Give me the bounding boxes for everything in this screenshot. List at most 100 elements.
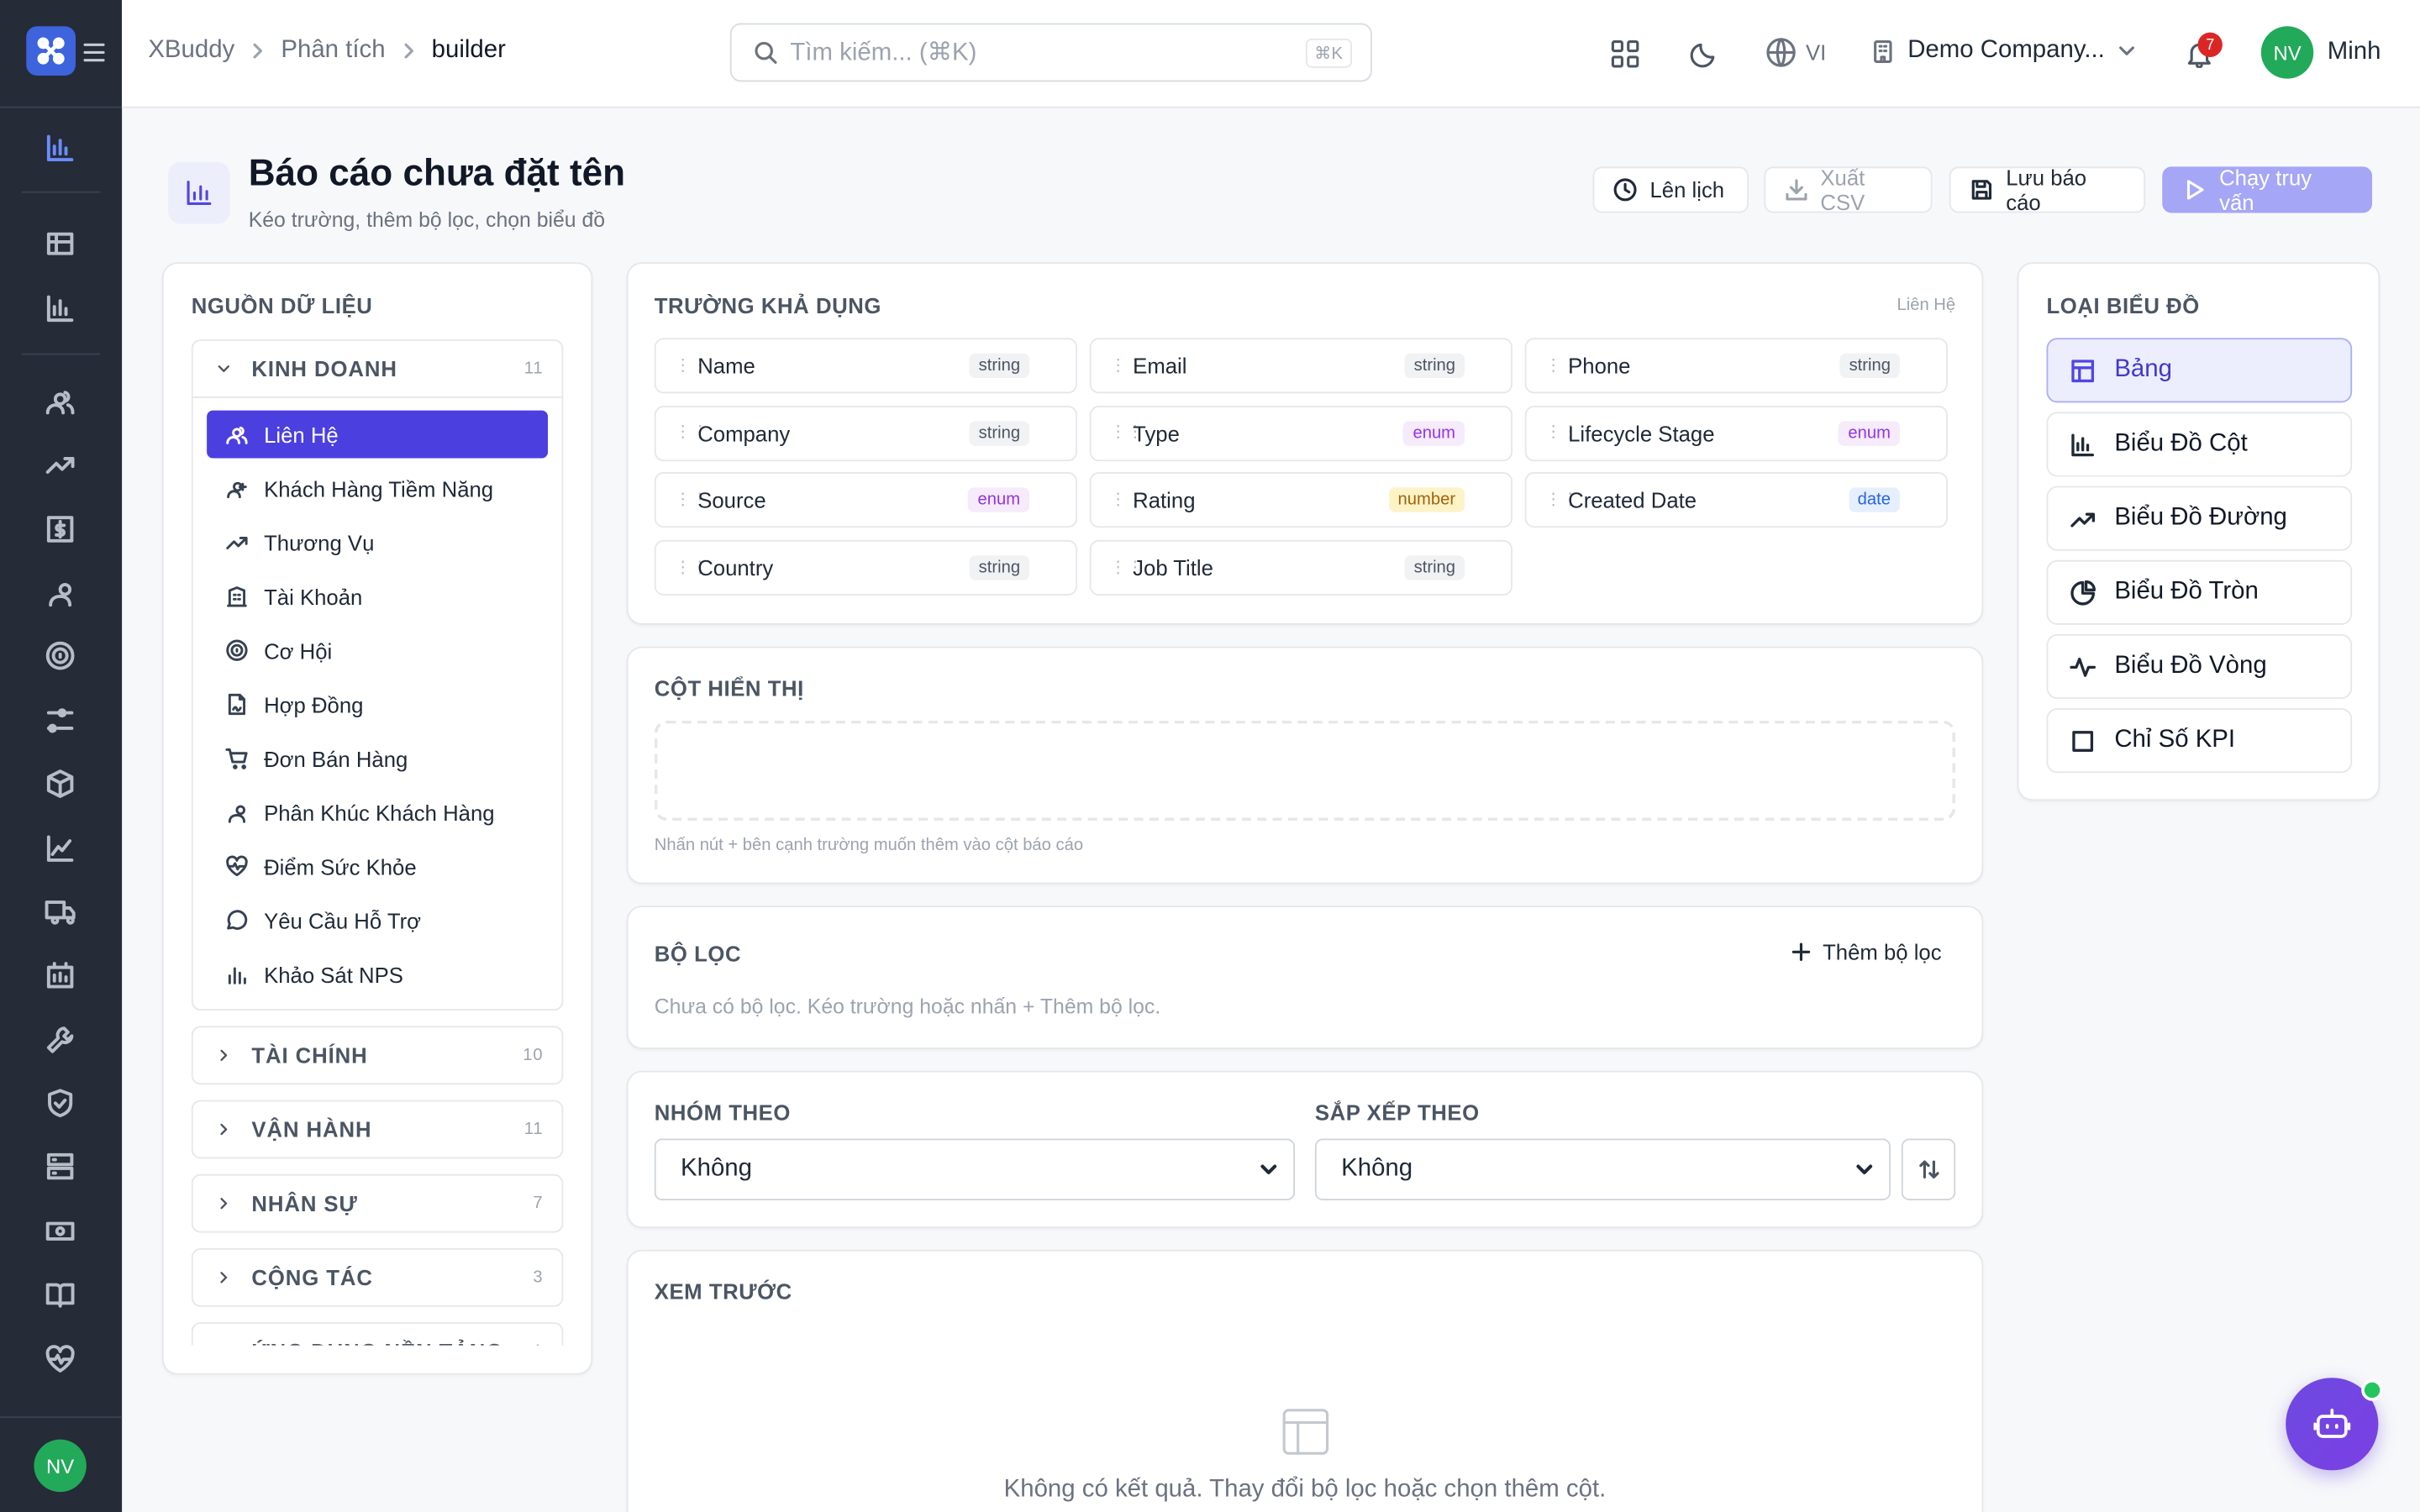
group-header[interactable]: TÀI CHÍNH 10 bbox=[193, 1027, 562, 1083]
save-report-button[interactable]: Lưu báo cáo bbox=[1949, 165, 2146, 215]
group-header[interactable]: CỘNG TÁC 3 bbox=[193, 1250, 562, 1305]
sidebar-nav-item[interactable] bbox=[45, 1279, 76, 1310]
icon bbox=[227, 910, 248, 930]
source-group: VẬN HÀNH 11 bbox=[191, 1100, 564, 1159]
sidebar-nav-item[interactable] bbox=[45, 769, 76, 800]
chart-type-option[interactable]: Chỉ Số KPI bbox=[2046, 708, 2353, 774]
source-groups: KINH DOANH 11 Liên Hệ Khách Hàng Tiềm Năng T… bbox=[191, 339, 564, 1346]
group-header[interactable]: VẬN HÀNH 11 bbox=[193, 1101, 562, 1157]
source-item-label: Tài Khoản bbox=[264, 584, 363, 609]
chart-type-option[interactable]: Biểu Đồ Cột bbox=[2046, 412, 2353, 477]
source-item[interactable]: Cơ Hội bbox=[207, 627, 548, 675]
source-item[interactable]: Khách Hàng Tiềm Năng bbox=[207, 465, 548, 512]
drag-handle: ⋮⋮ bbox=[1544, 423, 1579, 442]
breadcrumb-link[interactable]: Phân tích bbox=[281, 37, 386, 64]
field-name: Created Date bbox=[1568, 488, 1697, 513]
sidebar-nav-item[interactable] bbox=[45, 1344, 76, 1375]
run-query-button[interactable]: Chạy truy vấn bbox=[2162, 165, 2373, 214]
source-group: TÀI CHÍNH 10 bbox=[191, 1026, 564, 1085]
button-label: Lưu báo cáo bbox=[2006, 165, 2087, 215]
group-select[interactable]: Không bbox=[654, 1138, 1296, 1200]
company-switch[interactable]: Demo Company... bbox=[1870, 37, 2135, 65]
icon bbox=[225, 748, 248, 769]
chart-type-option[interactable]: Biểu Đồ Vòng bbox=[2046, 633, 2353, 700]
group-header[interactable]: KINH DOANH 11 bbox=[193, 341, 562, 396]
chart-type-label: Biểu Đồ Cột bbox=[2114, 430, 2248, 457]
search-box[interactable]: Tìm kiếm... (⌘K) ⌘K bbox=[729, 23, 1372, 82]
source-item[interactable]: Khảo Sát NPS bbox=[207, 950, 548, 998]
field-chip[interactable]: ⋮⋮ Name string bbox=[654, 338, 1078, 394]
sidebar-nav-item[interactable] bbox=[45, 1215, 76, 1247]
panel-title: CỘT HIỂN THỊ bbox=[654, 675, 804, 701]
menu-toggle[interactable] bbox=[83, 42, 105, 64]
source-item[interactable]: Phân Khúc Khách Hàng bbox=[207, 789, 548, 837]
field-chip[interactable]: ⋮⋮ Rating number bbox=[1089, 472, 1513, 528]
sidebar-nav-item[interactable] bbox=[45, 1151, 76, 1182]
sidebar-nav-item[interactable] bbox=[45, 1088, 76, 1119]
sidebar-nav-item[interactable] bbox=[45, 133, 76, 164]
group-header[interactable]: ỨNG DỤNG NỀN TẢNG 1 bbox=[193, 1324, 562, 1345]
sidebar-nav-item[interactable] bbox=[45, 228, 76, 260]
field-type: date bbox=[1848, 488, 1901, 513]
source-item[interactable]: Đơn Bán Hàng bbox=[207, 734, 548, 782]
sort-direction-button[interactable] bbox=[1901, 1138, 1956, 1200]
sidebar-nav-item[interactable] bbox=[45, 705, 76, 736]
field-chip[interactable]: ⋮⋮ Country string bbox=[654, 540, 1078, 596]
sidebar-avatar[interactable]: NV bbox=[34, 1439, 87, 1493]
source-item[interactable]: Tài Khoản bbox=[207, 572, 548, 620]
sidebar-nav-item[interactable] bbox=[45, 959, 76, 990]
column-dropzone[interactable] bbox=[654, 720, 1956, 822]
chart-type-label: Chỉ Số KPI bbox=[2114, 727, 2236, 753]
field-chip[interactable]: ⋮⋮ Email string bbox=[1089, 338, 1513, 394]
sidebar-nav-item[interactable] bbox=[45, 577, 76, 608]
icon bbox=[46, 134, 74, 162]
sidebar-nav-item[interactable] bbox=[45, 386, 76, 417]
columns-hint: Nhấn nút + bên cạnh trường muốn thêm vào… bbox=[654, 836, 1084, 855]
sort-select[interactable]: Không bbox=[1314, 1138, 1891, 1200]
select-value: Không bbox=[681, 1155, 752, 1182]
sidebar-nav-item[interactable] bbox=[45, 514, 76, 545]
field-chip[interactable]: ⋮⋮ Source enum bbox=[654, 472, 1078, 528]
icon bbox=[45, 641, 75, 670]
breadcrumb-link[interactable]: XBuddy bbox=[148, 37, 235, 64]
sidebar-nav-item[interactable] bbox=[45, 449, 76, 480]
add-filter-button[interactable]: Thêm bộ lọc bbox=[1791, 940, 1942, 964]
source-item-selected[interactable]: Liên Hệ bbox=[207, 410, 549, 459]
field-chip[interactable]: ⋮⋮ Job Title string bbox=[1089, 540, 1513, 596]
schedule-button[interactable]: Lên lịch bbox=[1592, 166, 1749, 213]
icon bbox=[2071, 433, 2095, 456]
user-name[interactable]: Minh bbox=[2327, 38, 2381, 66]
logo[interactable] bbox=[26, 26, 76, 76]
sidebar-nav-item[interactable] bbox=[45, 293, 76, 324]
sidebar-nav-item[interactable] bbox=[45, 896, 76, 927]
group-header[interactable]: NHÂN SỰ 7 bbox=[193, 1176, 562, 1231]
field-chip[interactable]: ⋮⋮ Created Date date bbox=[1524, 472, 1948, 528]
apps-button[interactable] bbox=[1611, 40, 1639, 68]
chart-type-option[interactable]: Biểu Đồ Đường bbox=[2046, 486, 2353, 551]
group-name: NHÂN SỰ bbox=[251, 1190, 358, 1216]
source-item[interactable]: Điểm Sức Khỏe bbox=[207, 843, 548, 890]
icon bbox=[45, 391, 75, 415]
chart-type-option[interactable]: Biểu Đồ Tròn bbox=[2046, 559, 2353, 625]
source-item[interactable]: Yêu Cầu Hỗ Trợ bbox=[207, 896, 548, 944]
sidebar-nav-item[interactable] bbox=[45, 640, 76, 671]
report-title[interactable]: Báo cáo chưa đặt tên bbox=[248, 152, 626, 195]
field-chip[interactable]: ⋮⋮ Company string bbox=[654, 405, 1078, 461]
field-chip[interactable]: ⋮⋮ Phone string bbox=[1524, 338, 1948, 394]
sidebar-nav-item[interactable] bbox=[45, 833, 76, 864]
chart-type-selected[interactable]: Bảng bbox=[2046, 338, 2353, 403]
icon bbox=[46, 1152, 74, 1180]
icon bbox=[227, 586, 247, 607]
source-item[interactable]: Thương Vụ bbox=[207, 518, 548, 566]
user-avatar[interactable]: NV bbox=[2260, 26, 2314, 79]
language-switch[interactable]: VI bbox=[1765, 37, 1826, 68]
source-item-label: Khảo Sát NPS bbox=[264, 962, 403, 987]
sidebar-nav-item[interactable] bbox=[45, 1025, 76, 1056]
field-chip[interactable]: ⋮⋮ Lifecycle Stage enum bbox=[1524, 405, 1948, 461]
field-chip[interactable]: ⋮⋮ Type enum bbox=[1089, 405, 1513, 461]
icon bbox=[45, 900, 76, 925]
breadcrumb: XBuddy Phân tích builder bbox=[148, 37, 506, 65]
theme-toggle[interactable] bbox=[1690, 40, 1718, 68]
export-csv-button[interactable]: Xuất CSV bbox=[1764, 165, 1933, 214]
source-item[interactable]: Hợp Đồng bbox=[207, 680, 548, 728]
